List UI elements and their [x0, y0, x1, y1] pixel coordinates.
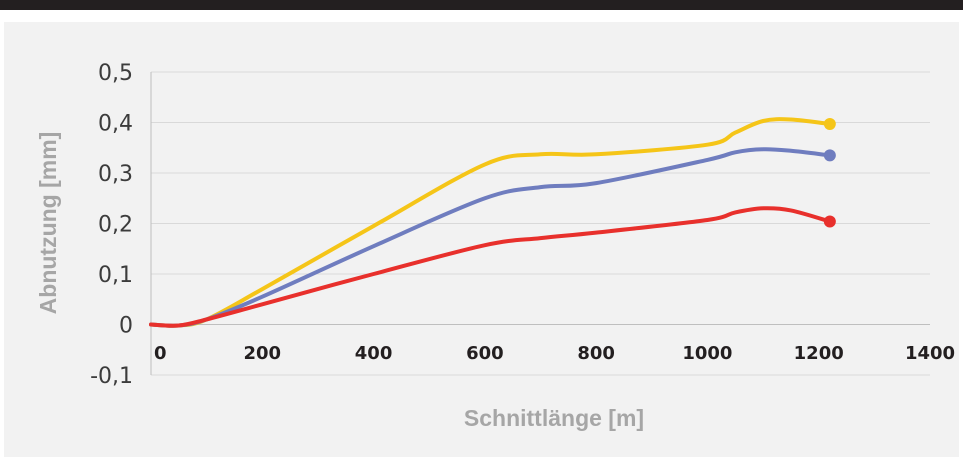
y-tick-label: 0: [119, 314, 133, 339]
y-tick-label: 0,5: [98, 61, 133, 86]
x-tick-label: 600: [466, 343, 504, 364]
series-line-1: [149, 147, 832, 328]
series-end-marker-0: [823, 118, 836, 131]
x-tick-labels: 0 200 400 600 800 1000 1200 1400: [154, 343, 955, 364]
y-tick-label: -0,1: [90, 364, 133, 389]
series-end-marker-1: [823, 149, 836, 162]
x-tick-label: 200: [243, 343, 281, 364]
y-tick-label: 0,2: [98, 213, 133, 238]
chart-panel: [4, 22, 959, 457]
x-axis-title: Schnittlänge [m]: [464, 405, 644, 431]
series-line-0: [149, 117, 832, 328]
series-end-marker-2: [823, 215, 836, 228]
y-tick-label: 0,4: [98, 112, 133, 137]
y-tick-labels: -0,1 0 0,1 0,2 0,3 0,4 0,5: [90, 61, 133, 389]
x-tick-label: 0: [154, 343, 167, 364]
top-bar: [0, 0, 963, 10]
x-tick-label: 1200: [794, 343, 844, 364]
grid-lines: [151, 71, 930, 376]
y-tick-label: 0,1: [98, 263, 133, 288]
x-tick-label: 1000: [682, 343, 732, 364]
y-tick-label: 0,3: [98, 162, 133, 187]
x-tick-label: 800: [577, 343, 615, 364]
x-tick-label: 1400: [905, 343, 955, 364]
series-lines: [149, 117, 836, 328]
series-line-2: [149, 206, 832, 328]
y-axis-title: Abnutzung [mm]: [35, 132, 61, 315]
x-tick-label: 400: [355, 343, 393, 364]
